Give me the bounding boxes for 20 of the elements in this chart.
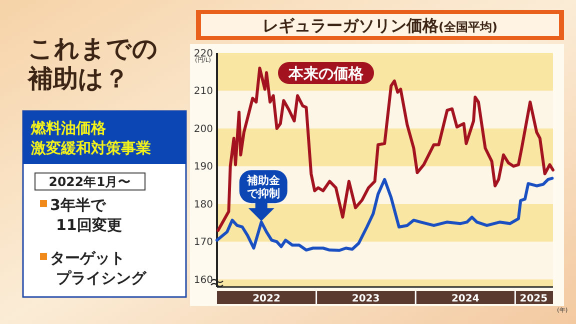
y-tick-label: 210 — [194, 86, 213, 98]
text: ターゲットプライシング — [50, 249, 147, 287]
x-tick-label: 2024 — [451, 294, 480, 304]
series-label: 本来の価格 — [288, 64, 364, 82]
x-tick-label: 2023 — [352, 294, 380, 304]
text: 2022年1月〜 — [48, 174, 132, 189]
y-tick-label: 170 — [194, 237, 213, 248]
line-series — [216, 66, 554, 232]
chart-subtitle: (全国平均) — [438, 20, 498, 34]
y-tick-label: 190 — [194, 162, 213, 173]
annotation: 補助金で抑制 — [246, 174, 281, 200]
text: 燃料油価格激変緩和対策事業 — [30, 119, 151, 157]
y-tick-label: 180 — [194, 199, 213, 210]
x-tick-label: 2022 — [252, 294, 280, 304]
y-tick-label: 200 — [194, 124, 213, 135]
x-tick-label: 2025 — [520, 294, 548, 304]
text: これまでの補助は？ — [27, 34, 158, 93]
line-series — [216, 176, 554, 252]
y-tick-label: 160 — [194, 274, 213, 286]
text: 3年半で11回変更 — [50, 196, 122, 234]
